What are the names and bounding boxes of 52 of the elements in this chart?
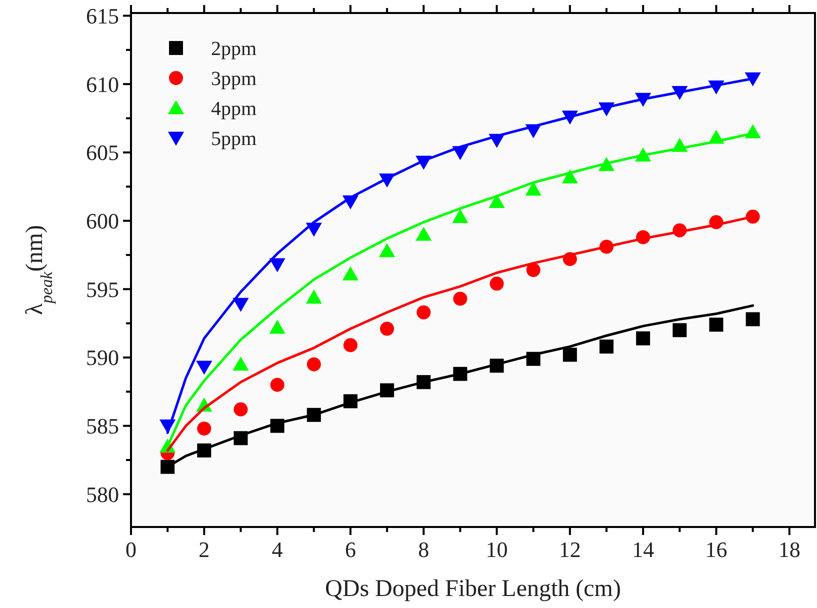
point [269, 258, 286, 272]
point [709, 318, 724, 332]
point [306, 357, 321, 372]
legend-label: 2ppm [211, 38, 257, 60]
y-tick-label: 600 [86, 208, 119, 234]
x-tick-label: 4 [272, 537, 283, 562]
point [196, 360, 212, 375]
x-tick-label: 10 [486, 537, 508, 562]
x-tick-label: 16 [705, 537, 728, 562]
point [562, 169, 578, 184]
point [234, 402, 248, 416]
y-tick-label: 605 [86, 140, 119, 166]
point [197, 422, 212, 436]
x-tick-label: 18 [778, 537, 800, 562]
x-tick-label: 14 [632, 537, 654, 562]
point [746, 312, 760, 326]
legend-label: 5ppm [211, 128, 257, 150]
point [636, 331, 650, 346]
point [600, 340, 614, 354]
y-tick-label: 615 [86, 3, 119, 28]
x-tick-label: 8 [418, 537, 430, 562]
point [525, 182, 542, 196]
point [562, 348, 577, 362]
x-tick-label: 12 [558, 537, 581, 562]
legend-label: 4ppm [211, 98, 257, 120]
x-axis-title: QDs Doped Fiber Length (cm) [325, 576, 621, 602]
y-tick-label: 595 [86, 276, 119, 302]
x-tick-label: 0 [126, 537, 136, 562]
point [342, 266, 359, 280]
y-tick-label: 610 [86, 72, 119, 97]
point [232, 356, 249, 371]
x-tick-label: 6 [344, 537, 356, 562]
point [453, 292, 468, 306]
point [380, 322, 394, 336]
point [490, 276, 504, 291]
legend-label: 3ppm [211, 68, 257, 90]
y-tick-label: 585 [86, 414, 119, 439]
point [378, 243, 396, 258]
point [232, 298, 249, 312]
point [416, 305, 431, 320]
point [270, 378, 284, 392]
point [526, 263, 540, 277]
point [488, 194, 505, 208]
point [416, 226, 432, 241]
y-tick-label: 590 [86, 345, 119, 370]
point [269, 320, 286, 334]
point [343, 338, 358, 352]
point [672, 323, 687, 338]
y-tick-label: 580 [86, 482, 119, 507]
x-tick-label: 2 [198, 537, 210, 562]
point [452, 208, 468, 223]
point [306, 290, 322, 304]
